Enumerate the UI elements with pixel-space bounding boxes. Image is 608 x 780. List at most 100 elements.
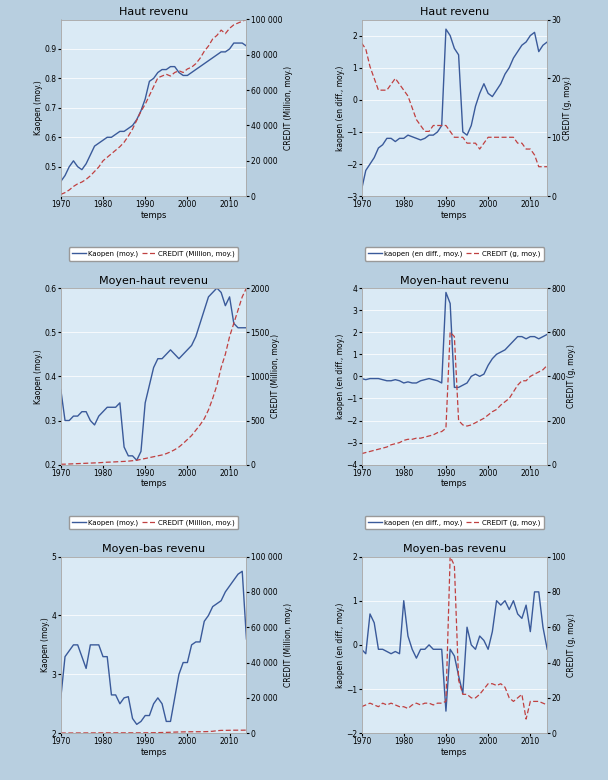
Kaopen (moy.) <box>159 354 166 363</box>
Kaopen (moy.) <box>159 699 166 708</box>
kaopen (en diff., moy.) <box>514 609 521 619</box>
Kaopen (moy.) <box>205 56 212 66</box>
kaopen (en diff., moy.) <box>417 376 424 385</box>
Kaopen (moy.) <box>61 171 69 180</box>
Kaopen (moy.) <box>209 602 216 612</box>
Y-axis label: CREDIT (Million, moy.): CREDIT (Million, moy.) <box>271 335 280 418</box>
CREDIT (Million, moy.) <box>142 100 149 109</box>
CREDIT (Million, moy.) <box>116 142 123 151</box>
CREDIT (Million, moy.) <box>91 458 98 467</box>
Line: kaopen (en diff., moy.): kaopen (en diff., moy.) <box>362 292 547 388</box>
CREDIT (Million, moy.) <box>184 434 191 444</box>
kaopen (en diff., moy.) <box>489 354 496 363</box>
CREDIT (Million, moy.) <box>61 188 69 197</box>
CREDIT (Million, moy.) <box>230 20 238 30</box>
CREDIT (Million, moy.) <box>188 431 195 440</box>
kaopen (en diff., moy.) <box>468 640 475 650</box>
kaopen (en diff., moy.) <box>409 132 416 141</box>
Kaopen (moy.) <box>78 652 86 661</box>
CREDIT (Million, moy.) <box>213 381 221 390</box>
Kaopen (moy.) <box>142 711 149 720</box>
kaopen (en diff., moy.) <box>362 649 370 658</box>
CREDIT (Million, moy.) <box>91 729 98 738</box>
CREDIT (g, moy.) <box>430 700 437 710</box>
kaopen (en diff., moy.) <box>370 618 378 627</box>
Title: Haut revenu: Haut revenu <box>420 7 489 17</box>
Kaopen (moy.) <box>61 652 69 661</box>
CREDIT (Million, moy.) <box>137 107 145 116</box>
Kaopen (moy.) <box>112 690 119 700</box>
CREDIT (g, moy.) <box>413 434 420 443</box>
CREDIT (g, moy.) <box>493 681 500 690</box>
kaopen (en diff., moy.) <box>409 378 416 388</box>
CREDIT (g, moy.) <box>493 133 500 142</box>
kaopen (en diff., moy.) <box>518 614 525 623</box>
CREDIT (Million, moy.) <box>87 459 94 468</box>
kaopen (en diff., moy.) <box>438 644 446 654</box>
kaopen (en diff., moy.) <box>522 37 530 47</box>
CREDIT (Million, moy.) <box>201 727 208 736</box>
Kaopen (moy.) <box>61 416 69 425</box>
Kaopen (moy.) <box>142 398 149 407</box>
CREDIT (g, moy.) <box>375 702 382 711</box>
Kaopen (moy.) <box>70 640 77 650</box>
kaopen (en diff., moy.) <box>459 689 466 698</box>
Kaopen (moy.) <box>201 617 208 626</box>
CREDIT (g, moy.) <box>417 121 424 130</box>
kaopen (en diff., moy.) <box>455 671 462 680</box>
kaopen (en diff., moy.) <box>497 79 505 88</box>
kaopen (en diff., moy.) <box>476 631 483 640</box>
CREDIT (g, moy.) <box>476 416 483 425</box>
CREDIT (Million, moy.) <box>108 457 115 466</box>
Kaopen (moy.) <box>70 411 77 420</box>
CREDIT (g, moy.) <box>387 440 395 449</box>
kaopen (en diff., moy.) <box>459 127 466 136</box>
kaopen (en diff., moy.) <box>392 136 399 146</box>
CREDIT (g, moy.) <box>400 436 407 445</box>
Kaopen (moy.) <box>99 652 106 661</box>
kaopen (en diff., moy.) <box>383 376 390 385</box>
CREDIT (Million, moy.) <box>70 729 77 738</box>
CREDIT (g, moy.) <box>480 413 488 423</box>
kaopen (en diff., moy.) <box>493 86 500 95</box>
Kaopen (moy.) <box>74 162 81 172</box>
Kaopen (moy.) <box>192 65 199 74</box>
CREDIT (g, moy.) <box>392 700 399 710</box>
CREDIT (Million, moy.) <box>167 71 174 80</box>
kaopen (en diff., moy.) <box>535 587 542 597</box>
CREDIT (g, moy.) <box>480 684 488 693</box>
CREDIT (Million, moy.) <box>146 90 153 100</box>
kaopen (en diff., moy.) <box>358 185 365 194</box>
Kaopen (moy.) <box>171 62 178 71</box>
Kaopen (moy.) <box>234 569 241 579</box>
X-axis label: temps: temps <box>140 748 167 757</box>
kaopen (en diff., moy.) <box>421 644 429 654</box>
CREDIT (g, moy.) <box>383 700 390 710</box>
Line: CREDIT (g, moy.): CREDIT (g, moy.) <box>362 332 547 454</box>
Kaopen (moy.) <box>95 640 102 650</box>
CREDIT (Million, moy.) <box>91 167 98 176</box>
kaopen (en diff., moy.) <box>510 596 517 605</box>
CREDIT (g, moy.) <box>370 445 378 455</box>
CREDIT (Million, moy.) <box>201 47 208 56</box>
CREDIT (g, moy.) <box>510 133 517 142</box>
CREDIT (g, moy.) <box>506 133 513 142</box>
kaopen (en diff., moy.) <box>544 644 551 654</box>
kaopen (en diff., moy.) <box>379 140 386 150</box>
CREDIT (Million, moy.) <box>209 394 216 403</box>
CREDIT (Million, moy.) <box>234 306 241 315</box>
CREDIT (Million, moy.) <box>213 726 221 736</box>
Kaopen (moy.) <box>171 693 178 703</box>
CREDIT (Million, moy.) <box>74 459 81 468</box>
Kaopen (moy.) <box>196 62 204 71</box>
Y-axis label: CREDIT (Million, moy.): CREDIT (Million, moy.) <box>283 66 292 150</box>
kaopen (en diff., moy.) <box>480 370 488 379</box>
CREDIT (Million, moy.) <box>243 283 250 292</box>
X-axis label: temps: temps <box>140 211 167 220</box>
kaopen (en diff., moy.) <box>383 133 390 143</box>
kaopen (en diff., moy.) <box>472 370 479 379</box>
CREDIT (g, moy.) <box>404 91 412 101</box>
kaopen (en diff., moy.) <box>476 89 483 98</box>
Kaopen (moy.) <box>116 699 123 708</box>
kaopen (en diff., moy.) <box>413 378 420 388</box>
